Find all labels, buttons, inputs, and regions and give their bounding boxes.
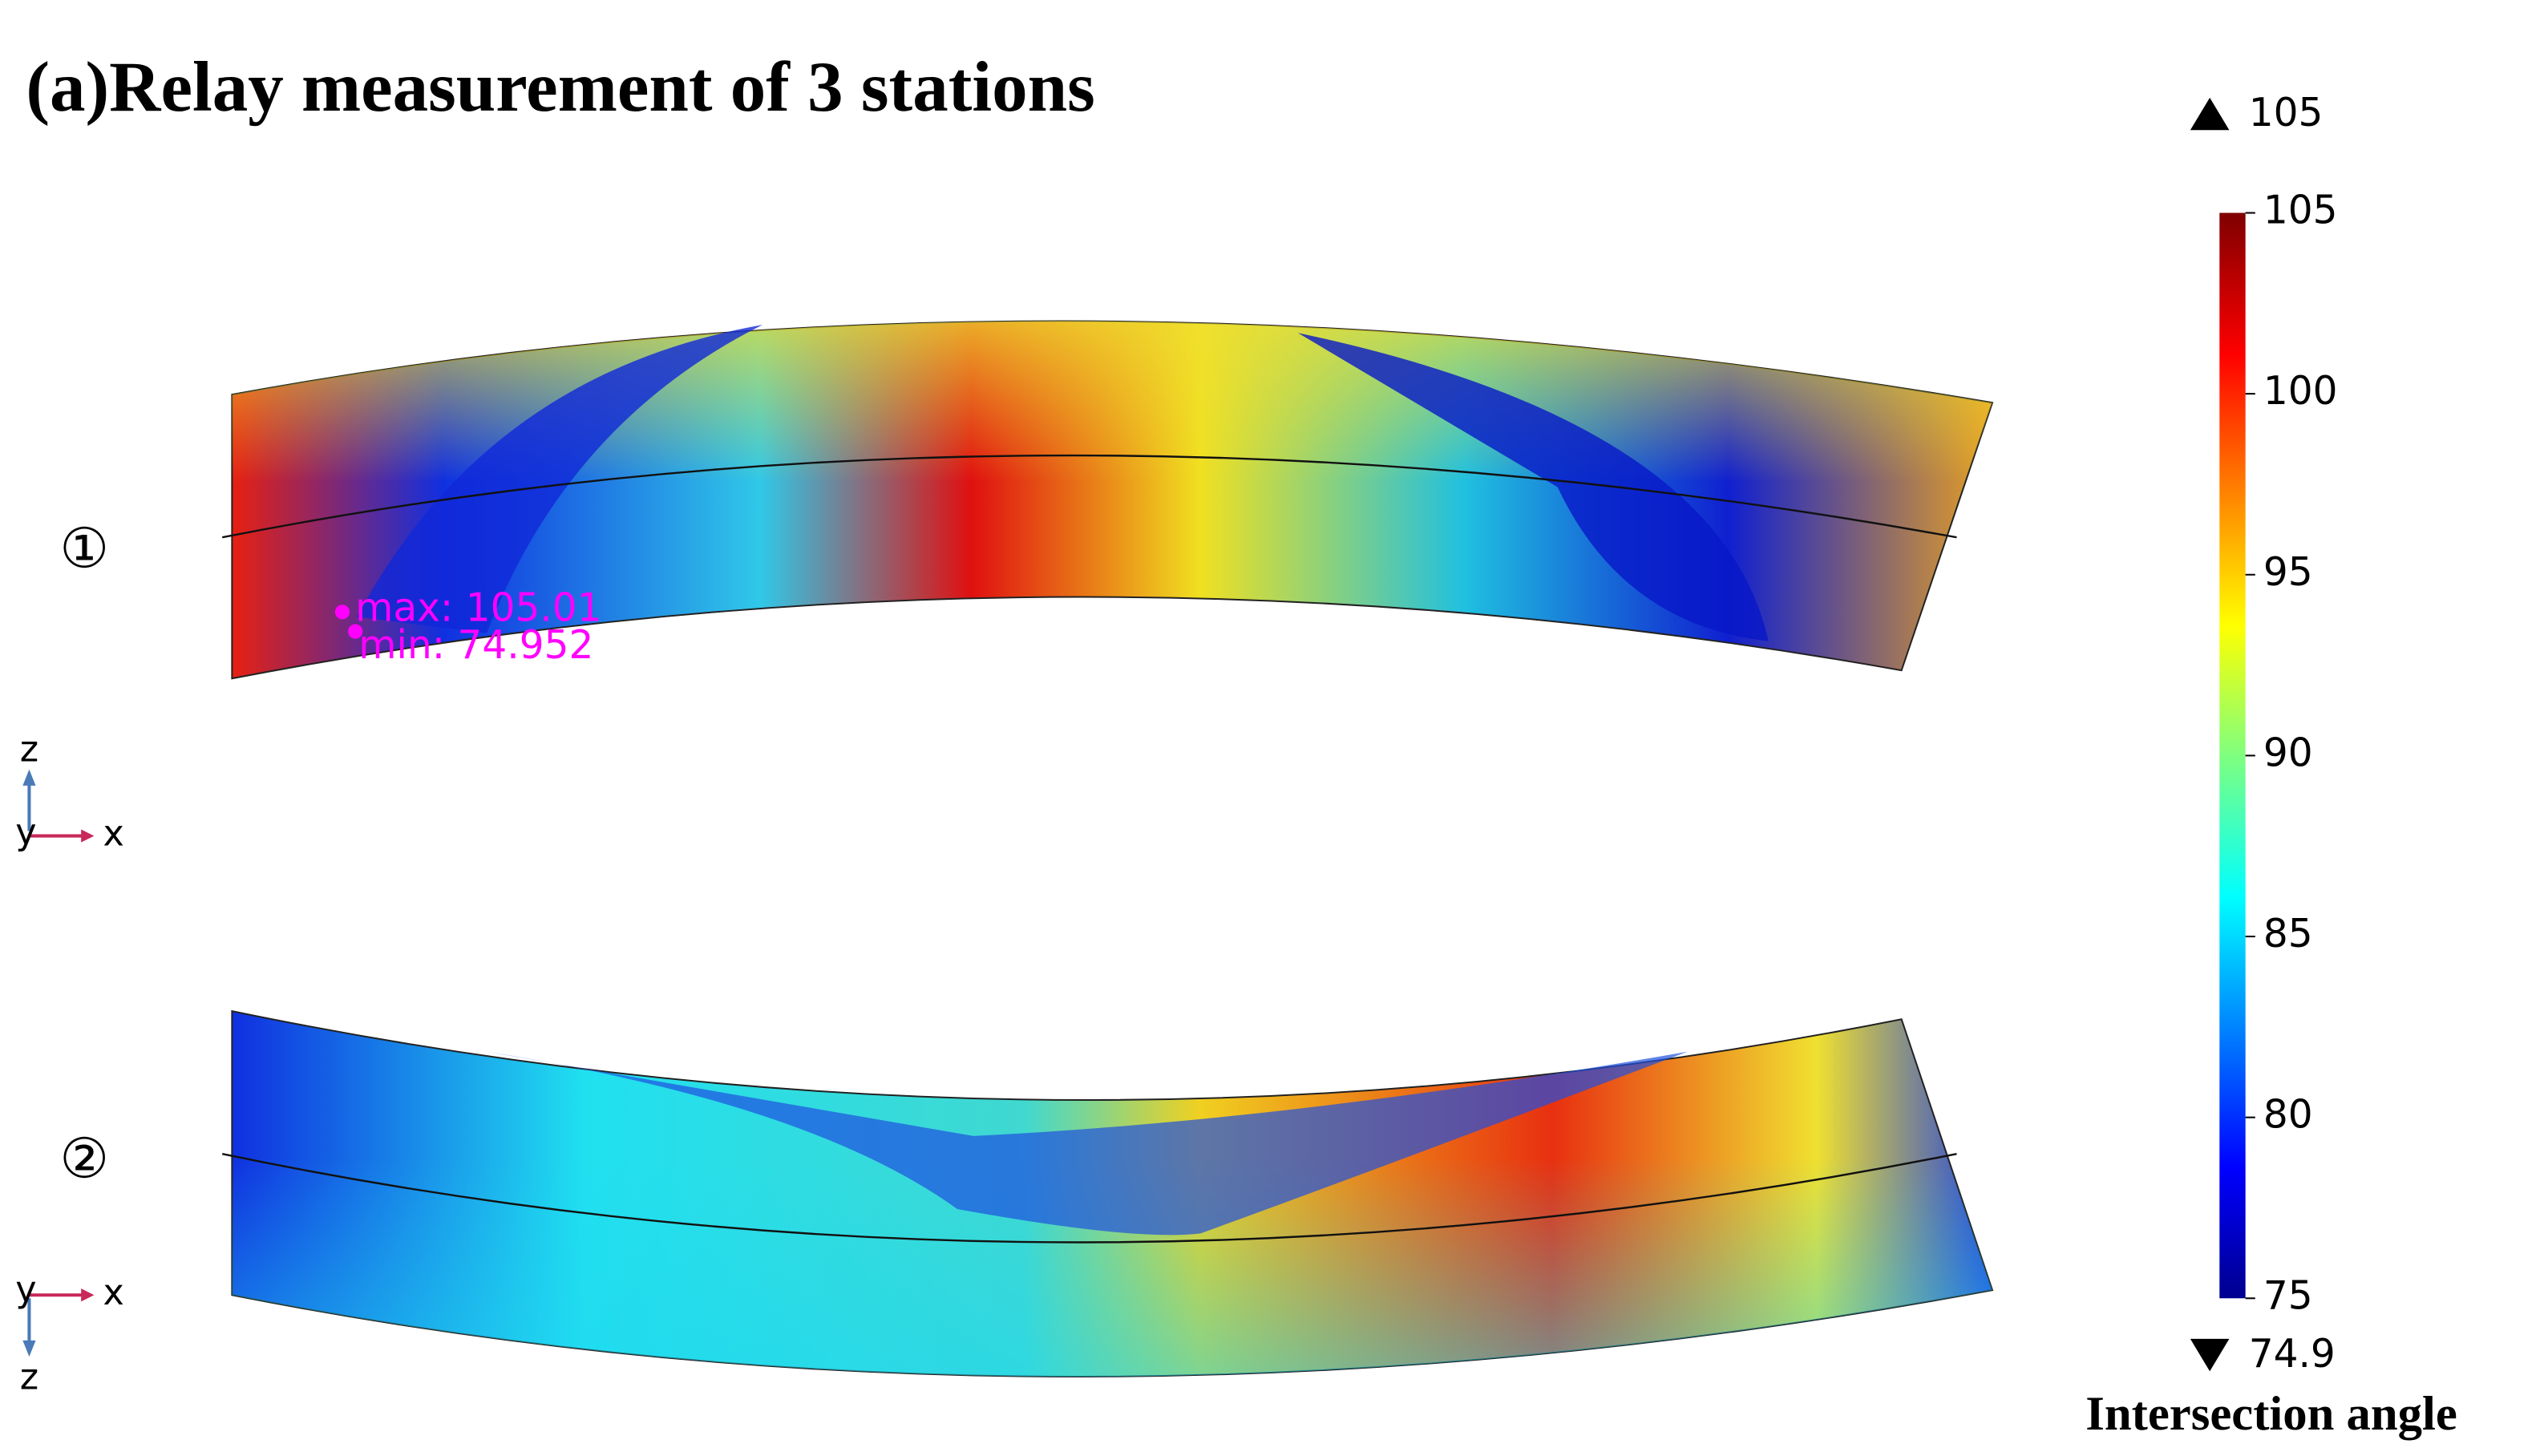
axis-label: y (15, 1269, 36, 1310)
colorbar-label: Intersection angle (2085, 1387, 2457, 1441)
colorbar-min: 74.9 (2249, 1332, 2336, 1377)
tick-label: 75 (2263, 1273, 2313, 1318)
max-annotation: max: 105.01 (355, 585, 601, 630)
tick-label: 95 (2263, 550, 2313, 595)
surface-2 (221, 1009, 1994, 1377)
tick-label: 100 (2263, 369, 2338, 414)
min-marker (348, 624, 363, 639)
axis-label: x (103, 1272, 123, 1313)
colorbar-max: 105 (2249, 91, 2324, 135)
colorbar (2219, 212, 2246, 1299)
panel-label: ① (59, 516, 109, 580)
axis-label: z (20, 729, 38, 770)
tick-label: 90 (2263, 730, 2313, 775)
axis-label: x (103, 814, 123, 855)
tick-label: 105 (2263, 188, 2338, 233)
title: (a)Relay measurement of 3 stations (26, 48, 1094, 127)
axis-triad-1 (22, 769, 95, 843)
min-annotation: min: 74.952 (358, 623, 593, 668)
tick-label: 85 (2263, 912, 2313, 957)
surface-1 (221, 320, 1994, 680)
axis-triad-2 (22, 1288, 95, 1357)
min-triangle (2190, 1338, 2230, 1372)
colorbar-ticks: 75 80 85 90 95 100 105 (2245, 188, 2338, 1318)
axis-label: z (20, 1357, 38, 1397)
tick-label: 80 (2263, 1093, 2313, 1138)
axis-label: y (15, 812, 36, 853)
max-triangle (2190, 97, 2230, 131)
panel-label: ② (59, 1126, 109, 1191)
max-marker (334, 605, 350, 620)
